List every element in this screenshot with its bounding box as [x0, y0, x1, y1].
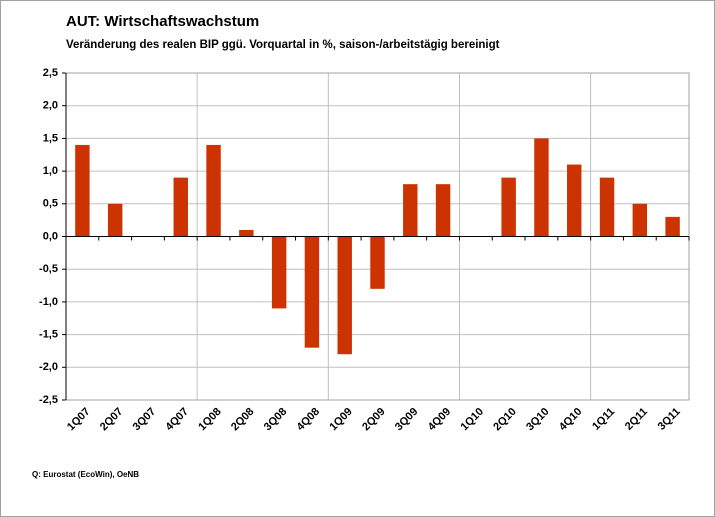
bar — [239, 229, 254, 237]
bar — [665, 216, 680, 237]
source: Q: Eurostat (EcoWin), OeNB — [32, 470, 139, 479]
y-tick-label: -1,5 — [39, 329, 58, 341]
bar — [567, 164, 582, 237]
bar — [370, 236, 385, 289]
bar — [632, 203, 648, 237]
bar — [534, 138, 549, 237]
bar — [75, 144, 90, 237]
bar — [599, 177, 615, 237]
y-tick-label: -2,5 — [39, 394, 58, 406]
bar — [337, 236, 352, 355]
bar — [304, 236, 320, 348]
chart-title: AUT: Wirtschaftswachstum — [66, 13, 259, 30]
bar — [403, 184, 418, 237]
bar — [206, 144, 221, 237]
y-tick-label: 2,0 — [43, 100, 58, 112]
bar — [173, 177, 188, 237]
bar — [271, 236, 287, 309]
bar — [107, 203, 123, 237]
y-tick-label: -2,0 — [39, 361, 58, 373]
y-tick-label: 2,5 — [43, 67, 58, 79]
y-tick-label: 1,5 — [43, 132, 58, 144]
y-tick-label: 0,5 — [43, 198, 58, 210]
y-tick-label: 1,0 — [43, 165, 58, 177]
y-tick-label: -1,0 — [39, 296, 58, 308]
y-tick-label: -0,5 — [39, 263, 58, 275]
bar — [501, 177, 516, 237]
chart-subtitle: Veränderung des realen BIP ggü. Vorquart… — [66, 39, 500, 51]
bar — [435, 184, 451, 237]
y-tick-label: 0,0 — [43, 230, 58, 242]
